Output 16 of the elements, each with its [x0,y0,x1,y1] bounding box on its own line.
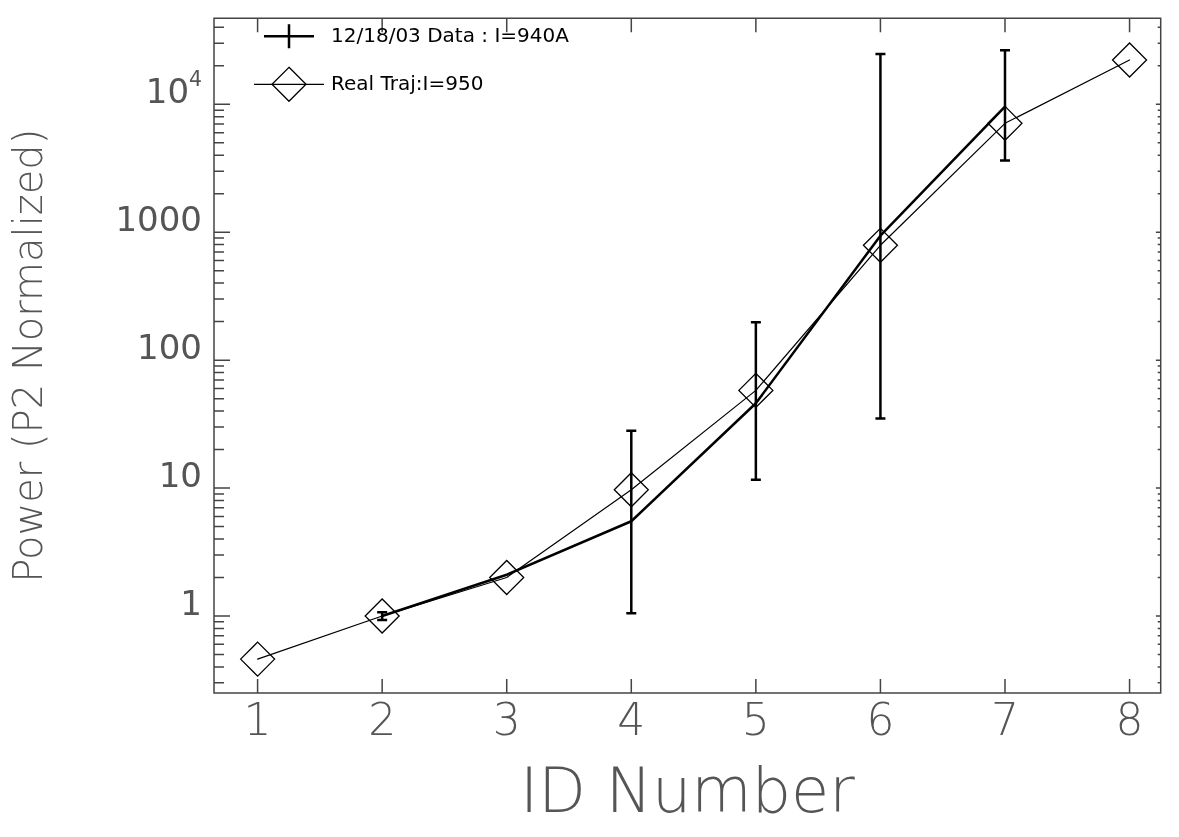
x-tick-label: 3 [492,693,521,745]
x-tick-label: 6 [866,693,895,745]
y-axis-title: Power (P2 Normalized) [5,128,52,583]
x-tick-label: 1 [243,693,272,745]
x-tick-label: 4 [617,693,646,745]
y-tick-label: 10 [158,454,202,495]
y-tick-label: 1000 [115,199,202,240]
legend-label: Real Traj:I=950 [331,70,484,95]
x-axis-title: ID Number [519,753,856,827]
x-tick-label: 2 [368,693,397,745]
y-tick-label: 100 [137,326,203,367]
x-tick-label: 8 [1115,693,1144,745]
legend-label: 12/18/03 Data : I=940A [331,22,570,47]
x-tick-label: 7 [990,693,1019,745]
y-tick-label: 1 [180,582,203,623]
x-tick-label: 5 [741,693,770,745]
